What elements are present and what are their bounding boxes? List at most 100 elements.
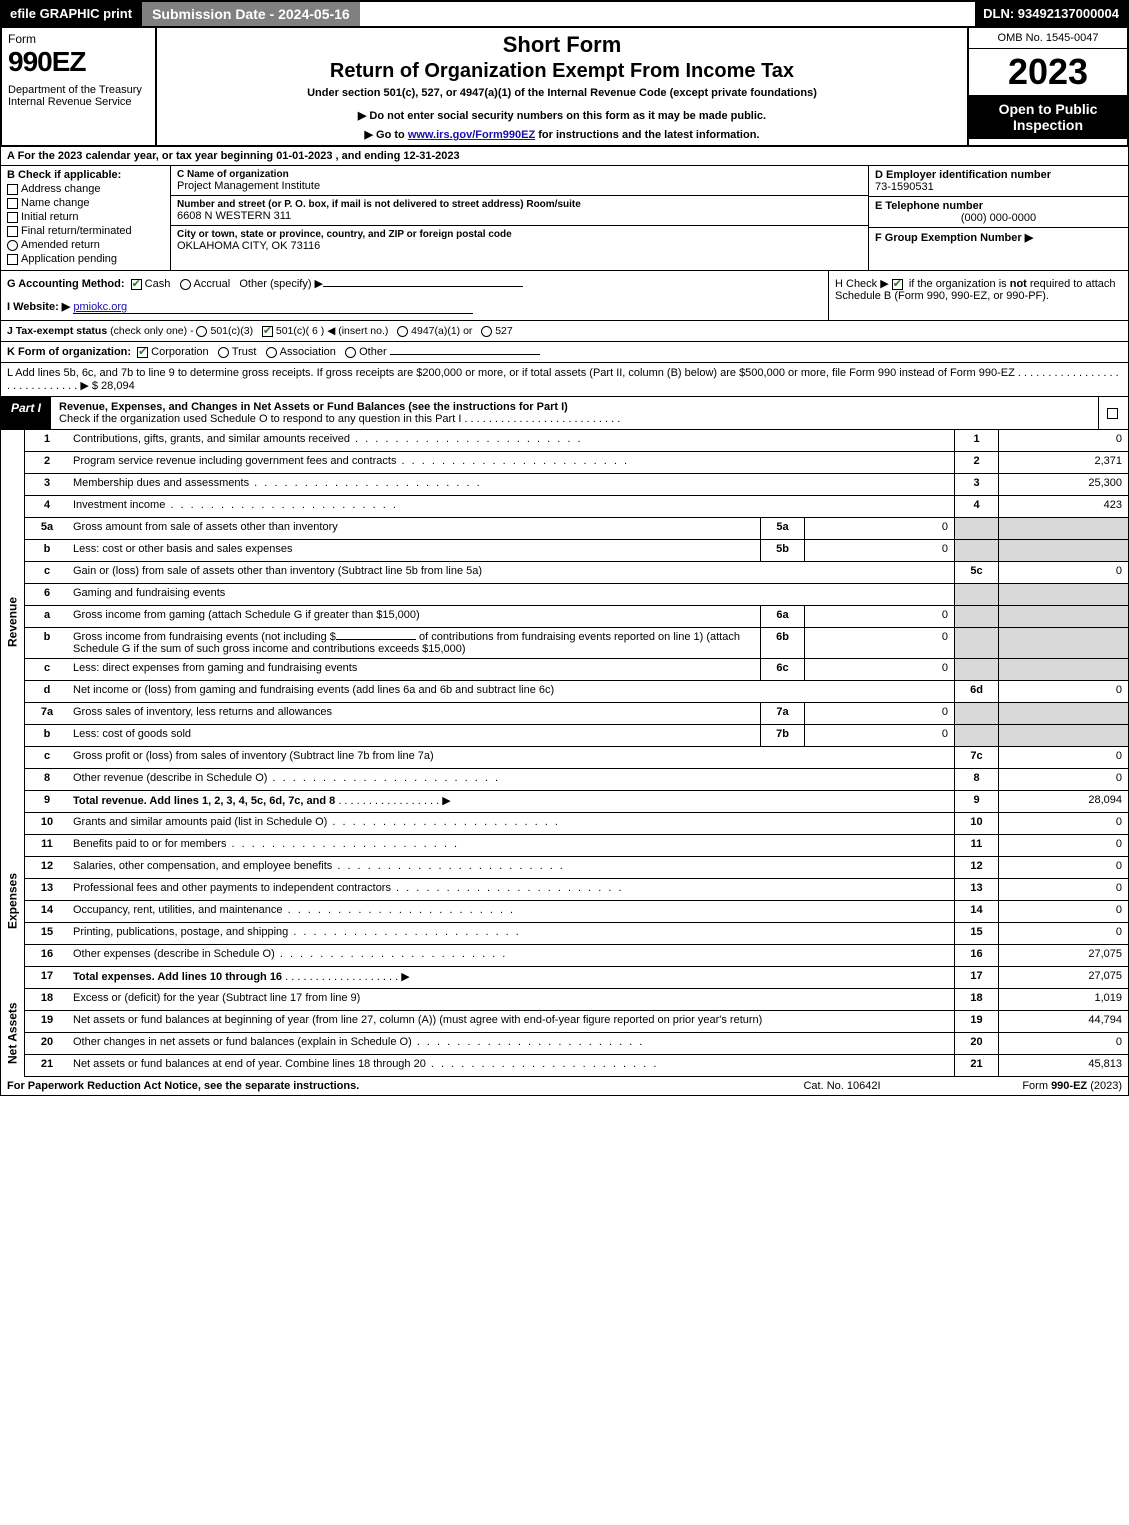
line-20: 20Other changes in net assets or fund ba… xyxy=(25,1033,1128,1055)
line-1: 1Contributions, gifts, grants, and simil… xyxy=(25,430,1128,452)
j-o2: 501(c)( 6 ) ◀ (insert no.) xyxy=(276,325,389,337)
form-subtitle: Under section 501(c), 527, or 4947(a)(1)… xyxy=(165,87,959,99)
line-16: 16Other expenses (describe in Schedule O… xyxy=(25,945,1128,967)
inner-val: 0 xyxy=(804,540,954,561)
other-org-input[interactable] xyxy=(390,354,540,355)
line-6a: aGross income from gaming (attach Schedu… xyxy=(25,606,1128,628)
footer-right: Form 990-EZ (2023) xyxy=(942,1080,1122,1092)
chk-schedule-o[interactable] xyxy=(1107,408,1118,419)
form-number: 990EZ xyxy=(8,46,149,78)
dept-label: Department of the Treasury Internal Reve… xyxy=(8,84,149,108)
line-val: 0 xyxy=(998,1033,1128,1054)
line-9: 9Total revenue. Add lines 1, 2, 3, 4, 5c… xyxy=(25,791,1128,813)
goto-link[interactable]: www.irs.gov/Form990EZ xyxy=(408,129,535,141)
financial-grid: Revenue 1Contributions, gifts, grants, a… xyxy=(0,430,1129,1077)
ein-value: 73-1590531 xyxy=(875,181,1122,193)
chk-label: Amended return xyxy=(21,239,100,251)
line-val: 27,075 xyxy=(998,967,1128,988)
tax-year: 2023 xyxy=(969,49,1127,95)
telephone-value: (000) 000-0000 xyxy=(875,212,1122,224)
chk-h[interactable] xyxy=(892,279,903,290)
k-o4: Other xyxy=(359,346,387,358)
chk-501c[interactable] xyxy=(262,326,273,337)
chk-4947[interactable] xyxy=(397,326,408,337)
chk-accrual[interactable] xyxy=(180,279,191,290)
inner-val: 0 xyxy=(804,725,954,746)
line-val: 0 xyxy=(998,923,1128,944)
line-desc: Excess or (deficit) for the year (Subtra… xyxy=(69,989,954,1010)
footer-center: Cat. No. 10642I xyxy=(742,1080,942,1092)
line-val: 44,794 xyxy=(998,1011,1128,1032)
line-val: 0 xyxy=(998,835,1128,856)
efile-label[interactable]: efile GRAPHIC print xyxy=(2,2,140,26)
k-label: K Form of organization: xyxy=(7,346,131,358)
line-desc: Membership dues and assessments xyxy=(69,474,954,495)
h-text-2: if the organization is xyxy=(906,278,1010,290)
chk-final-return[interactable]: Final return/terminated xyxy=(7,225,164,237)
line-4: 4Investment income 4423 xyxy=(25,496,1128,518)
line-val: 0 xyxy=(998,562,1128,583)
line-6d: dNet income or (loss) from gaming and fu… xyxy=(25,681,1128,703)
street-address: 6608 N WESTERN 311 xyxy=(177,210,862,222)
omb-number: OMB No. 1545-0047 xyxy=(969,28,1127,49)
line-desc: Net assets or fund balances at beginning… xyxy=(69,1011,954,1032)
6b-contrib-input[interactable] xyxy=(336,639,416,640)
i-label: I Website: ▶ xyxy=(7,301,70,313)
chk-501c3[interactable] xyxy=(196,326,207,337)
chk-corp[interactable] xyxy=(137,347,148,358)
row-a: A For the 2023 calendar year, or tax yea… xyxy=(0,147,1129,166)
cash-label: Cash xyxy=(145,278,171,290)
c-city-label: City or town, state or province, country… xyxy=(177,229,862,240)
other-specify-input[interactable] xyxy=(323,286,523,287)
chk-label: Application pending xyxy=(21,253,117,265)
chk-name-change[interactable]: Name change xyxy=(7,197,164,209)
chk-initial-return[interactable]: Initial return xyxy=(7,211,164,223)
line-6b: b Gross income from fundraising events (… xyxy=(25,628,1128,659)
line-val: 0 xyxy=(998,769,1128,790)
line-desc: Net assets or fund balances at end of ye… xyxy=(69,1055,954,1076)
e-label: E Telephone number xyxy=(875,200,1122,212)
line-val: 1,019 xyxy=(998,989,1128,1010)
line-7b: bLess: cost of goods sold 7b0 xyxy=(25,725,1128,747)
line-val: 0 xyxy=(998,813,1128,834)
part-i-header: Part I Revenue, Expenses, and Changes in… xyxy=(0,397,1129,430)
line-3: 3Membership dues and assessments 325,300 xyxy=(25,474,1128,496)
line-desc: Total expenses. Add lines 10 through 16 … xyxy=(69,967,954,988)
chk-trust[interactable] xyxy=(218,347,229,358)
line-12: 12Salaries, other compensation, and empl… xyxy=(25,857,1128,879)
chk-amended-return[interactable]: Amended return xyxy=(7,239,164,251)
other-label: Other (specify) ▶ xyxy=(239,278,323,290)
inner-val: 0 xyxy=(804,518,954,539)
chk-other-org[interactable] xyxy=(345,347,356,358)
line-desc: Professional fees and other payments to … xyxy=(69,879,954,900)
chk-application-pending[interactable]: Application pending xyxy=(7,253,164,265)
chk-assoc[interactable] xyxy=(266,347,277,358)
line-21: 21Net assets or fund balances at end of … xyxy=(25,1055,1128,1077)
accrual-label: Accrual xyxy=(194,278,231,290)
footer-r-post: (2023) xyxy=(1087,1080,1122,1092)
j-sub: (check only one) - xyxy=(110,325,196,337)
line-val: 45,813 xyxy=(998,1055,1128,1076)
page-footer: For Paperwork Reduction Act Notice, see … xyxy=(0,1077,1129,1096)
row-g-h-i: G Accounting Method: Cash Accrual Other … xyxy=(0,270,1129,321)
chk-527[interactable] xyxy=(481,326,492,337)
line-11: 11Benefits paid to or for members110 xyxy=(25,835,1128,857)
side-expenses: Expenses xyxy=(1,813,25,989)
chk-cash[interactable] xyxy=(131,279,142,290)
line-15: 15Printing, publications, postage, and s… xyxy=(25,923,1128,945)
line-7a: 7aGross sales of inventory, less returns… xyxy=(25,703,1128,725)
line-desc: Benefits paid to or for members xyxy=(69,835,954,856)
form-title-2: Return of Organization Exempt From Incom… xyxy=(165,60,959,83)
line-val: 0 xyxy=(998,747,1128,768)
line-desc: Gaming and fundraising events xyxy=(69,584,954,605)
j-o4: 527 xyxy=(495,325,513,337)
city-state-zip: OKLAHOMA CITY, OK 73116 xyxy=(177,240,862,252)
chk-address-change[interactable]: Address change xyxy=(7,183,164,195)
c-street-label: Number and street (or P. O. box, if mail… xyxy=(177,199,862,210)
line-desc: Gross sales of inventory, less returns a… xyxy=(69,703,760,724)
line-desc: Less: direct expenses from gaming and fu… xyxy=(69,659,760,680)
line-2: 2Program service revenue including gover… xyxy=(25,452,1128,474)
line-val: 0 xyxy=(998,879,1128,900)
d-label: D Employer identification number xyxy=(875,169,1122,181)
website-link[interactable]: pmiokc.org xyxy=(73,301,473,314)
